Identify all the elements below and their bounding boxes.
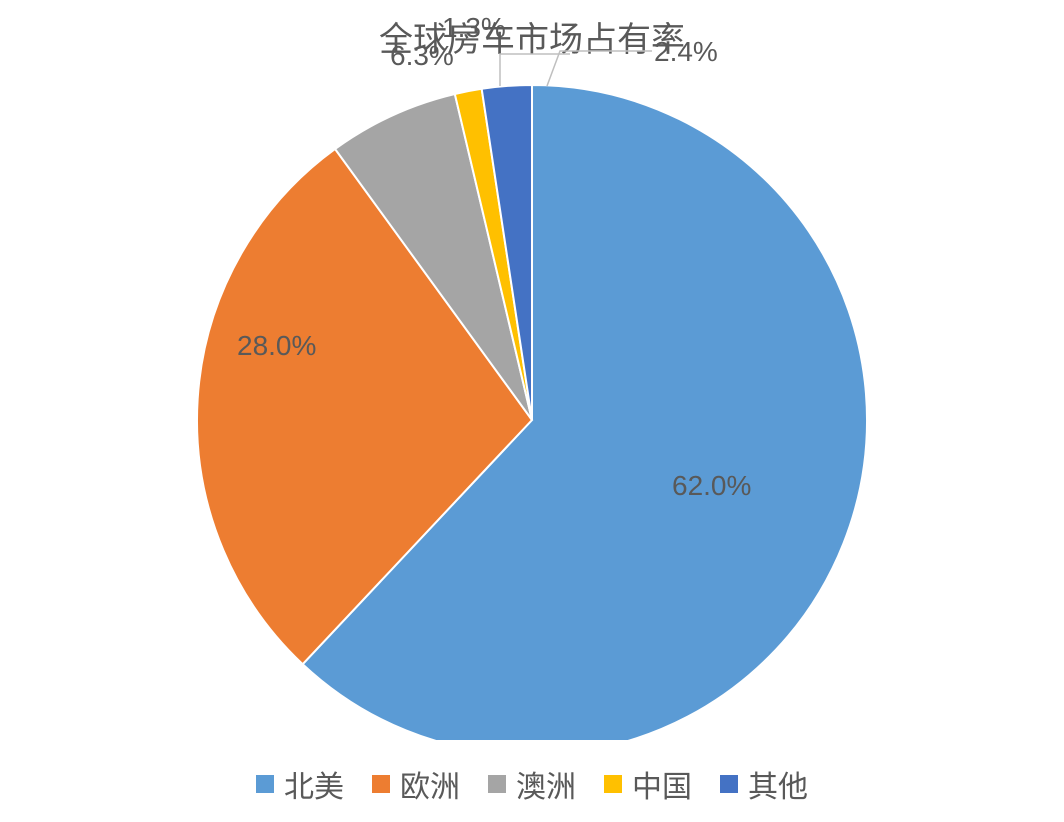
data-label-其他: 2.4% [654, 36, 718, 68]
pie-svg [82, 40, 982, 740]
data-label-澳洲: 6.3% [390, 40, 454, 72]
legend-swatch-icon [720, 775, 738, 793]
legend-label: 欧洲 [400, 762, 460, 806]
legend-item-欧洲: 欧洲 [372, 762, 460, 806]
legend-item-澳洲: 澳洲 [488, 762, 576, 806]
legend-label: 其他 [748, 762, 808, 806]
legend: 北美 欧洲 澳洲 中国 其他 [0, 762, 1064, 806]
legend-swatch-icon [488, 775, 506, 793]
leader-line [500, 54, 570, 86]
data-label-北美: 62.0% [672, 470, 751, 502]
legend-swatch-icon [256, 775, 274, 793]
legend-item-北美: 北美 [256, 762, 344, 806]
leader-line [547, 51, 652, 86]
data-label-欧洲: 28.0% [237, 330, 316, 362]
legend-label: 澳洲 [516, 762, 576, 806]
legend-item-其他: 其他 [720, 762, 808, 806]
legend-swatch-icon [372, 775, 390, 793]
pie-area: 62.0%28.0%6.3%1.3%2.4% [82, 40, 982, 740]
legend-label: 中国 [632, 762, 692, 806]
legend-item-中国: 中国 [604, 762, 692, 806]
legend-swatch-icon [604, 775, 622, 793]
legend-label: 北美 [284, 762, 344, 806]
data-label-中国: 1.3% [442, 12, 506, 44]
chart-frame: 全球房车市场占有率 62.0%28.0%6.3%1.3%2.4% 北美欧洲澳洲中… [0, 0, 1064, 822]
